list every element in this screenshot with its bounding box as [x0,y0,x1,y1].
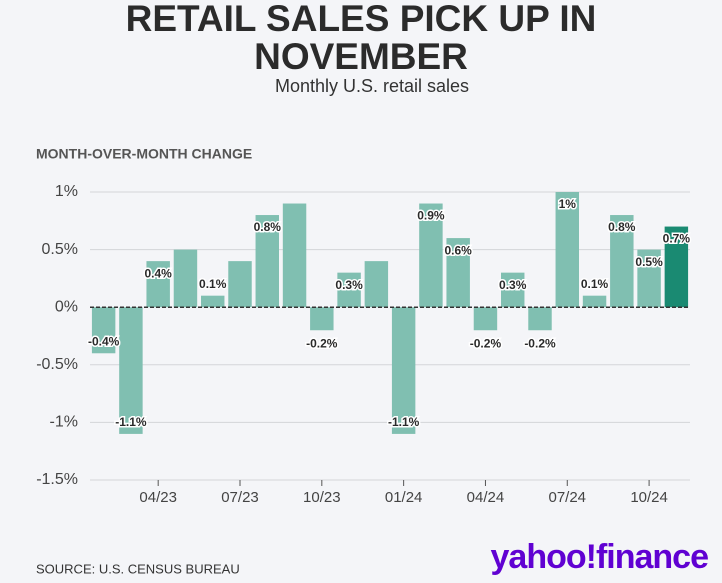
y-tick-label: -1.5% [36,471,78,488]
logo: yahoo!finance [491,538,709,576]
bar [364,261,389,308]
value-label: -0.4% [88,334,120,348]
bar [582,295,607,308]
value-label: 0.3% [499,278,527,292]
bar [501,272,525,308]
value-label: 1% [559,197,577,211]
source: SOURCE: U.S. CENSUS BUREAU [36,561,240,576]
bar [282,203,307,308]
bar [91,307,116,354]
bar [119,307,143,434]
x-tick-label: 04/24 [467,489,505,506]
x-tick-label: 04/23 [139,489,177,506]
value-label: -0.2% [470,336,502,350]
value-label: 0.7% [663,232,691,246]
value-label: 0.3% [335,278,363,292]
bar [473,307,498,331]
bar [391,307,416,434]
subtitle: Monthly U.S. retail sales [275,76,469,96]
bar [637,249,661,308]
value-label: -0.2% [306,336,338,350]
bar [255,215,279,308]
bar [146,261,170,308]
value-label: 0.6% [445,243,473,257]
y-tick-label: -1% [50,414,78,431]
y-tick-label: 0% [55,298,78,315]
bar [528,307,552,331]
bar [173,249,198,308]
y-tick-label: 0.5% [42,241,78,258]
x-tick-label: 10/23 [303,489,341,506]
bar [610,215,634,308]
chart-title: RETAIL SALES PICK UP IN NOVEMBER [125,0,597,77]
value-label: -0.2% [524,336,556,350]
value-label: 0.1% [199,277,227,291]
x-tick-label: 01/24 [385,489,423,506]
value-label: 0.9% [417,209,445,223]
bar [555,192,579,308]
bar [664,226,689,308]
y-tick-label: 1% [55,183,78,200]
value-label: 0.8% [254,220,282,234]
value-label: 0.5% [635,255,663,269]
bar [201,295,225,308]
value-label: -1.1% [115,415,147,429]
x-tick-label: 10/24 [630,489,668,506]
bar [446,238,470,308]
bar [419,203,443,308]
bar [337,272,361,308]
y-axis-label: MONTH-OVER-MONTH CHANGE [36,146,252,162]
y-tick-label: -0.5% [36,356,78,373]
x-tick-label: 07/24 [548,489,586,506]
x-tick-label: 07/23 [221,489,259,506]
value-label: -1.1% [388,415,420,429]
value-label: 0.4% [145,266,173,280]
value-label: 0.1% [581,277,609,291]
bar [228,261,252,308]
bar [310,307,334,331]
value-label: 0.8% [608,220,636,234]
